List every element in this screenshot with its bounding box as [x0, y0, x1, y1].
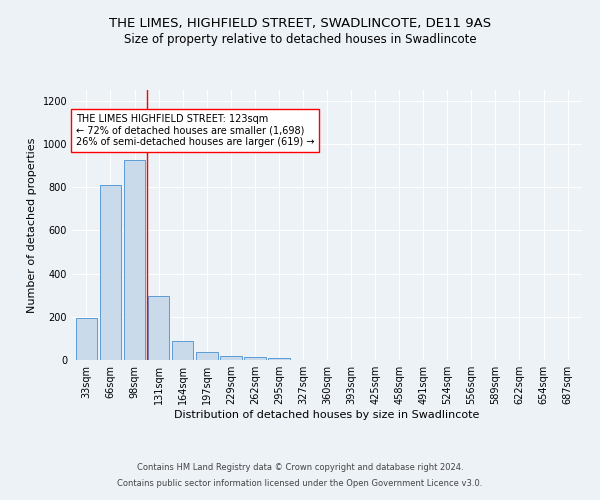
- Bar: [172, 341, 193, 360]
- Bar: [148, 296, 169, 360]
- Bar: [124, 160, 145, 360]
- Text: THE LIMES, HIGHFIELD STREET, SWADLINCOTE, DE11 9AS: THE LIMES, HIGHFIELD STREET, SWADLINCOTE…: [109, 18, 491, 30]
- Bar: [196, 352, 218, 360]
- X-axis label: Distribution of detached houses by size in Swadlincote: Distribution of detached houses by size …: [175, 410, 479, 420]
- Text: THE LIMES HIGHFIELD STREET: 123sqm
← 72% of detached houses are smaller (1,698)
: THE LIMES HIGHFIELD STREET: 123sqm ← 72%…: [76, 114, 314, 147]
- Y-axis label: Number of detached properties: Number of detached properties: [27, 138, 37, 312]
- Bar: [76, 318, 97, 360]
- Bar: [220, 356, 242, 360]
- Bar: [100, 185, 121, 360]
- Text: Contains HM Land Registry data © Crown copyright and database right 2024.: Contains HM Land Registry data © Crown c…: [137, 464, 463, 472]
- Text: Size of property relative to detached houses in Swadlincote: Size of property relative to detached ho…: [124, 32, 476, 46]
- Text: Contains public sector information licensed under the Open Government Licence v3: Contains public sector information licen…: [118, 478, 482, 488]
- Bar: [268, 358, 290, 360]
- Bar: [244, 357, 266, 360]
